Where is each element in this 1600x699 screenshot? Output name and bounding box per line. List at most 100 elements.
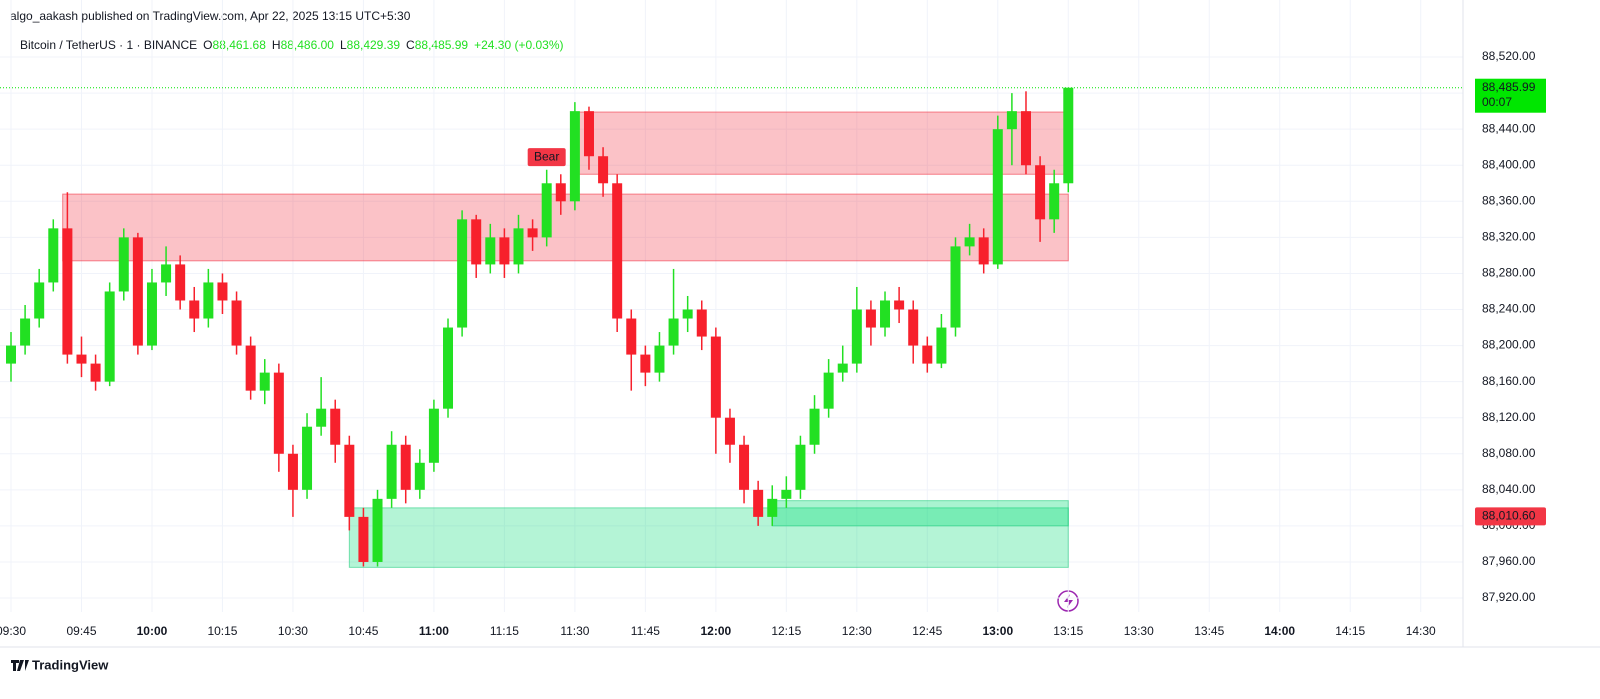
- x-tick-label: 13:45: [1194, 624, 1224, 638]
- candle-body: [203, 282, 214, 319]
- candle-body: [753, 489, 764, 517]
- candle-body: [90, 363, 101, 382]
- candle-body: [175, 264, 186, 301]
- candle-body: [471, 219, 482, 265]
- annotation-text: Bear: [534, 149, 559, 163]
- candle-body: [231, 300, 242, 346]
- y-tick-label: 88,160.00: [1482, 374, 1536, 388]
- x-tick-label: 11:30: [560, 624, 589, 638]
- candle-body: [104, 291, 115, 382]
- candle-body: [626, 318, 637, 355]
- candle-body: [682, 309, 693, 319]
- y-tick-label: 88,520.00: [1482, 49, 1536, 63]
- y-tick-label: 88,280.00: [1482, 266, 1536, 280]
- legend: Bitcoin / TetherUS · 1 · BINANCE O88,461.…: [20, 38, 564, 52]
- candle-body: [795, 444, 806, 490]
- x-tick-label: 10:15: [207, 624, 237, 638]
- y-tick-label: 88,080.00: [1482, 446, 1536, 460]
- candle-body: [851, 309, 862, 364]
- x-tick-label: 10:45: [348, 624, 378, 638]
- x-tick-label: 11:45: [631, 624, 660, 638]
- zone: [771, 500, 1069, 527]
- candle-body: [6, 345, 16, 364]
- x-tick-label: 12:15: [771, 624, 801, 638]
- y-tick-label: 88,040.00: [1482, 482, 1536, 496]
- candle-body: [767, 498, 778, 517]
- candle-body: [668, 318, 679, 346]
- change: +24.30 (+0.03%): [474, 38, 563, 52]
- candle-body: [457, 219, 468, 328]
- ohlc-value: 88,485.99: [415, 38, 469, 52]
- candle-body: [978, 237, 989, 265]
- candle-body: [936, 327, 947, 364]
- candle-body: [583, 111, 594, 157]
- zone: [62, 193, 1069, 262]
- candle-body: [316, 408, 327, 427]
- candle-body: [34, 282, 45, 319]
- candle-body: [569, 111, 580, 202]
- symbol: Bitcoin / TetherUS · 1 · BINANCE: [20, 38, 197, 52]
- x-tick-label: 14:15: [1335, 624, 1365, 638]
- candle-body: [443, 327, 454, 409]
- x-tick-label: 14:30: [1406, 624, 1436, 638]
- candle-body: [950, 246, 961, 328]
- candle-body: [739, 444, 750, 490]
- candle-body: [217, 282, 228, 301]
- candle-body: [1035, 165, 1046, 220]
- y-tick-label: 88,440.00: [1482, 121, 1536, 135]
- x-tick-label: 10:00: [137, 624, 168, 638]
- x-tick-label: 11:15: [490, 624, 519, 638]
- candle-body: [894, 300, 905, 310]
- ohlc-key: C: [406, 38, 415, 52]
- marker-price-badge: [1475, 507, 1546, 526]
- ohlc-value: 88,461.68: [213, 38, 267, 52]
- x-tick-label: 13:15: [1053, 624, 1083, 638]
- y-tick-label: 88,120.00: [1482, 410, 1536, 424]
- candle-body: [809, 408, 820, 445]
- candle-body: [161, 264, 172, 283]
- candle-body: [781, 489, 792, 499]
- ohlc-key: H: [272, 38, 281, 52]
- candle-body: [358, 516, 369, 562]
- y-tick-label: 87,960.00: [1482, 554, 1536, 568]
- candle-body: [20, 318, 31, 346]
- y-tick-label: 88,200.00: [1482, 338, 1536, 352]
- candle-body: [273, 372, 284, 454]
- candle-body: [1049, 183, 1060, 220]
- candle-body: [146, 282, 157, 346]
- candle-body: [485, 237, 496, 265]
- legend-text: Bitcoin / TetherUS · 1 · BINANCE O88,461.…: [20, 38, 564, 52]
- x-tick-label: 11:00: [419, 624, 449, 638]
- candle-body: [189, 300, 200, 319]
- candle-body: [823, 372, 834, 409]
- y-tick-label: 88,360.00: [1482, 193, 1536, 207]
- ohlc-value: 88,429.39: [347, 38, 401, 52]
- x-tick-label: 13:00: [982, 624, 1013, 638]
- candle-body: [428, 408, 439, 463]
- countdown: 00:07: [1482, 95, 1512, 109]
- ohlc-key: O: [203, 38, 212, 52]
- candle-body: [1006, 111, 1017, 130]
- candle-body: [344, 444, 355, 517]
- candle-body: [287, 453, 298, 490]
- candle-body: [302, 426, 313, 490]
- candle-body: [372, 498, 383, 562]
- candle-body: [62, 228, 73, 355]
- ohlc-key: L: [340, 38, 347, 52]
- y-tick-label: 88,400.00: [1482, 157, 1536, 171]
- x-tick-label: 12:30: [842, 624, 872, 638]
- x-tick-label: 09:30: [0, 624, 26, 638]
- candle-body: [654, 345, 665, 373]
- x-tick-label: 14:00: [1264, 624, 1295, 638]
- brand: TradingView: [32, 657, 109, 672]
- x-tick-label: 12:45: [912, 624, 942, 638]
- candle-body: [640, 354, 651, 373]
- candle-body: [865, 309, 876, 328]
- candle-body: [132, 237, 143, 346]
- candle-body: [724, 417, 735, 445]
- candle-body: [710, 336, 721, 418]
- candle-body: [555, 183, 566, 202]
- x-tick-label: 10:30: [278, 624, 308, 638]
- zone: [348, 507, 1069, 568]
- last-price-label: 88,485.99: [1482, 80, 1536, 94]
